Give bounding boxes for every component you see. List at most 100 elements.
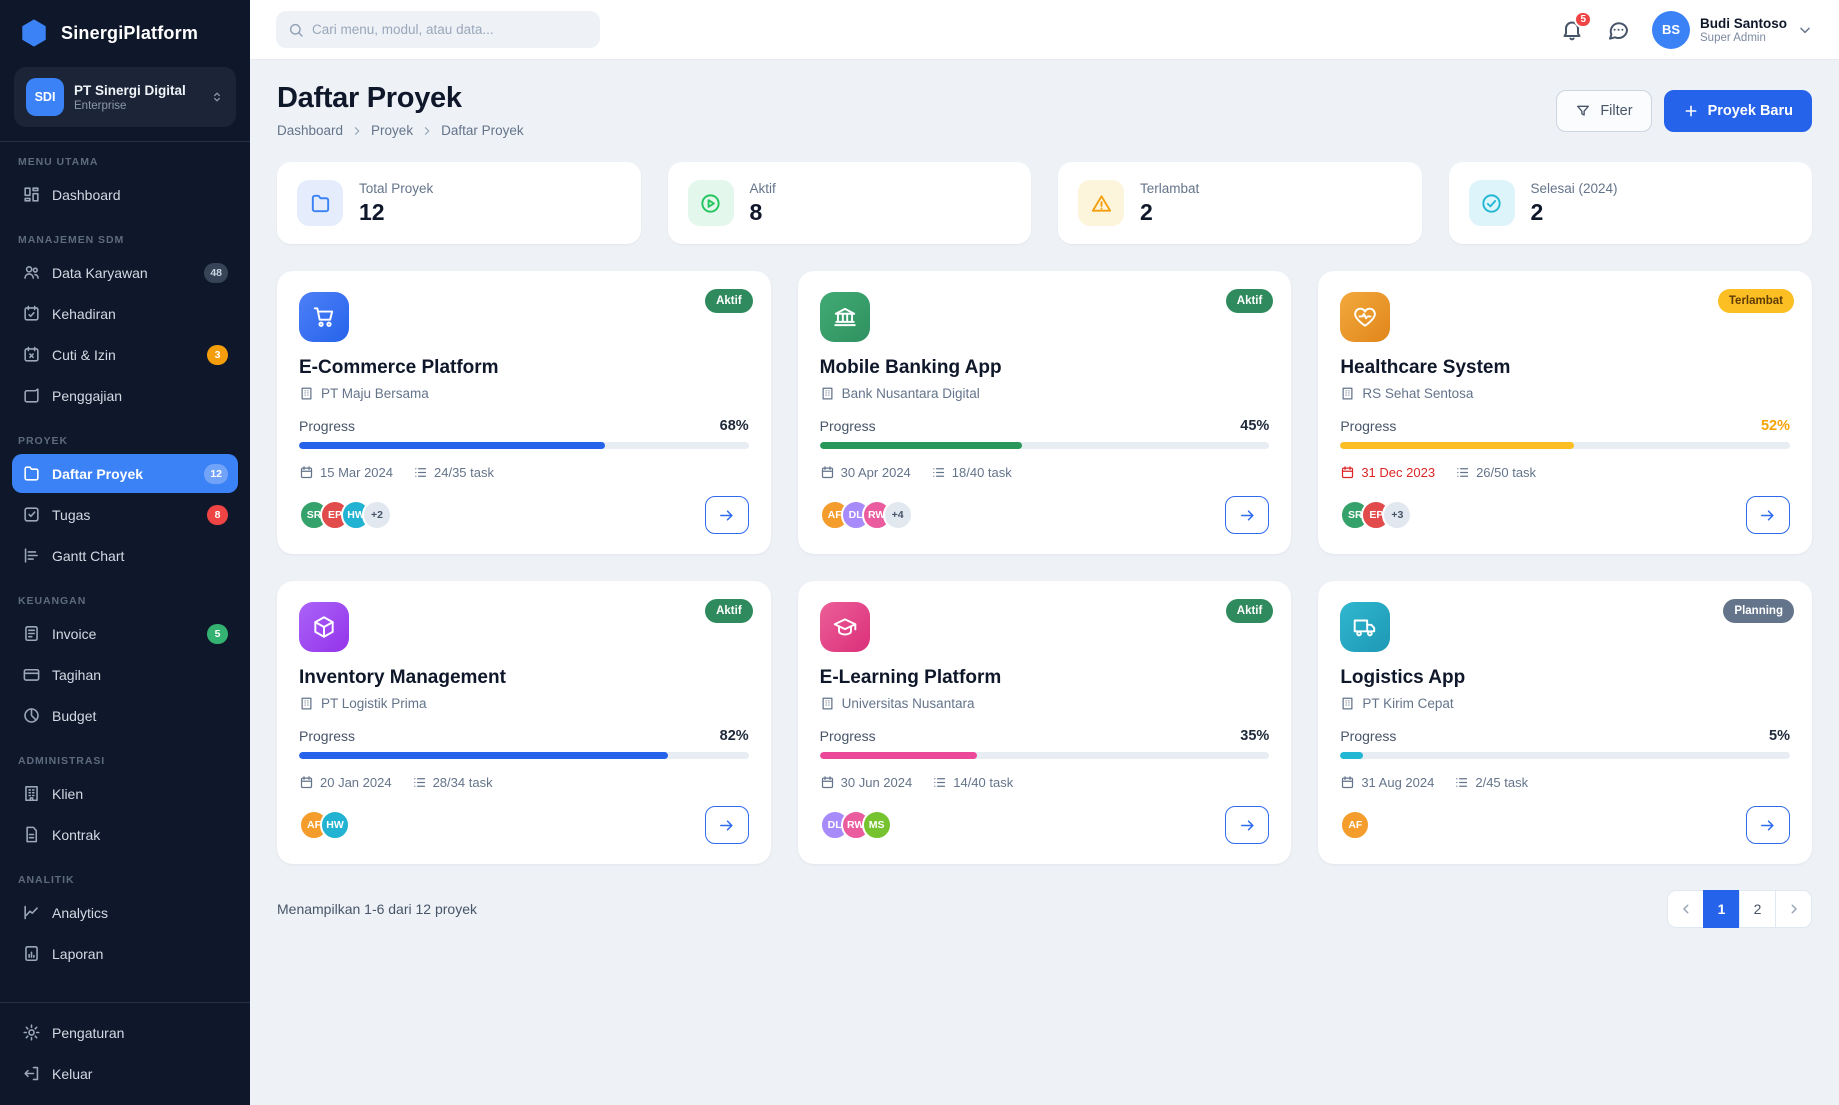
user-name: Budi Santoso [1700,15,1787,31]
search-icon [288,22,304,38]
line-chart-icon [22,903,41,922]
open-project-button[interactable] [1225,496,1270,534]
list-icon [932,468,944,477]
topbar: 5 BS Budi Santoso Super Admin [250,0,1839,60]
project-client: Bank Nusantara Digital [820,386,1270,401]
section-label-manajemen-sdm: MANAJEMEN SDM [18,234,125,246]
user-menu[interactable]: BS Budi Santoso Super Admin [1652,10,1813,49]
main-area: 5 BS Budi Santoso Super Admin Da [250,0,1839,1105]
sidebar-item-tugas[interactable]: Tugas 8 [12,495,238,534]
app-logo: SinergiPlatform [0,0,250,63]
sidebar-item-gantt-chart[interactable]: Gantt Chart [12,536,238,575]
search-input[interactable] [276,11,600,48]
open-project-button[interactable] [1745,806,1790,844]
dashboard-icon [22,185,41,204]
breadcrumb-dashboard[interactable]: Dashboard [277,123,344,138]
calendar-icon [821,466,833,479]
funnel-icon [1575,103,1591,119]
check-square-icon [22,505,41,524]
chevron-down-icon [1800,27,1810,33]
sidebar-item-data-karyawan[interactable]: Data Karyawan 48 [12,253,238,292]
progress-label: Progress [299,418,356,434]
more-members-badge: +2 [362,500,392,530]
plus-icon [1683,103,1699,119]
project-client: PT Logistik Prima [299,696,749,711]
section-label-menu-utama: MENU UTAMA [18,156,99,168]
sidebar-item-laporan[interactable]: Laporan [12,934,238,973]
progress-label: Progress [1340,728,1397,744]
section-label-proyek: PROYEK [18,435,69,447]
task-count: 2/45 task [1454,775,1528,790]
status-badge: Aktif [1225,599,1274,623]
breadcrumb-proyek[interactable]: Proyek [371,123,414,138]
hexagon-logo-icon [22,19,46,47]
due-date: 20 Jan 2024 [299,775,392,790]
new-project-button[interactable]: Proyek Baru [1663,90,1812,132]
list-icon [934,778,946,787]
chevron-right-icon [1791,904,1797,914]
prev-page-button[interactable] [1667,890,1704,928]
sidebar-nav: MENU UTAMA Dashboard MANAJEMEN SDM Data … [0,142,250,1002]
progress-label: Progress [819,728,876,744]
box-icon [299,602,349,652]
sidebar-item-cuti-izin[interactable]: Cuti & Izin 3 [12,335,238,374]
arrow-right-icon [1761,509,1775,521]
project-card-mobile-banking: Aktif Mobile Banking App Bank Nusantara … [797,271,1292,554]
sidebar-item-dashboard[interactable]: Dashboard [12,175,238,214]
more-members-badge: +4 [882,500,913,530]
progress-percent: 82% [719,728,749,744]
due-date: 30 Apr 2024 [820,465,911,480]
project-card-elearning: Aktif E-Learning Platform Universitas Nu… [797,581,1292,864]
check-circle-icon [1468,180,1515,226]
more-members-badge: +3 [1382,500,1413,530]
page-button-2[interactable]: 2 [1739,890,1776,928]
invoice-icon [22,624,41,643]
progress-bar [1340,752,1790,759]
chevron-up-down-icon [214,92,220,102]
list-icon [1457,468,1469,477]
sidebar-item-klien[interactable]: Klien [12,774,238,813]
sidebar-item-budget[interactable]: Budget [12,696,238,735]
badge-tugas: 8 [207,504,228,525]
open-project-button[interactable] [1225,806,1270,844]
sidebar-item-keluar[interactable]: Keluar [12,1054,238,1093]
next-page-button[interactable] [1775,890,1812,928]
calendar-icon [300,776,313,789]
project-client: PT Maju Bersama [299,386,749,401]
badge-cuti-izin: 3 [207,344,228,365]
sidebar-item-kehadiran[interactable]: Kehadiran [12,294,238,333]
stat-total-proyek: Total Proyek 12 [277,162,641,244]
sidebar-item-analytics[interactable]: Analytics [12,893,238,932]
open-project-button[interactable] [1745,496,1790,534]
project-card-inventory: Aktif Inventory Management PT Logistik P… [277,581,771,864]
sidebar-item-pengaturan[interactable]: Pengaturan [12,1013,238,1052]
sidebar-item-kontrak[interactable]: Kontrak [12,815,238,854]
credit-card-icon [22,665,41,684]
task-count: 24/35 task [413,465,494,480]
bank-icon [819,292,870,342]
global-search [276,11,600,48]
users-icon [22,263,41,282]
sidebar-item-invoice[interactable]: Invoice 5 [12,614,238,653]
task-count: 26/50 task [1455,465,1536,480]
project-name: Healthcare System [1340,357,1511,378]
page-button-1[interactable]: 1 [1703,890,1740,928]
calendar-icon [300,466,313,479]
building-icon [1342,387,1353,400]
section-label-analitik: ANALITIK [18,874,75,886]
sidebar-item-penggajian[interactable]: Penggajian [12,376,238,415]
project-card-healthcare: Terlambat Healthcare System RS Sehat Sen… [1318,271,1812,554]
gear-icon [22,1023,41,1042]
open-project-button[interactable] [704,806,749,844]
progress-bar [299,442,749,449]
member-avatars: SR EP HW +2 [299,500,392,530]
org-selector[interactable]: SDI PT Sinergi Digital Enterprise [14,67,236,127]
status-badge: Terlambat [1717,289,1794,313]
notifications-button[interactable]: 5 [1560,10,1592,42]
open-project-button[interactable] [704,496,749,534]
filter-button[interactable]: Filter [1556,90,1652,132]
sidebar-item-tagihan[interactable]: Tagihan [12,655,238,694]
chevron-left-icon [1682,904,1688,914]
sidebar-item-daftar-proyek[interactable]: Daftar Proyek 12 [12,454,238,493]
messages-button[interactable] [1606,18,1630,42]
